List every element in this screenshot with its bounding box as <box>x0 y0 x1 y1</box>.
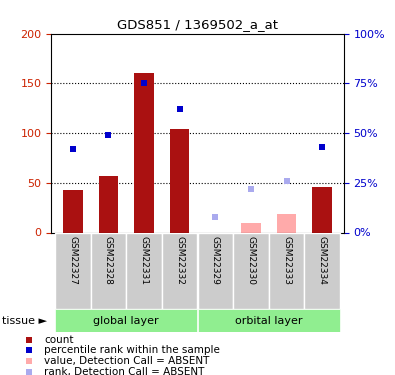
Text: GSM22327: GSM22327 <box>68 236 77 285</box>
Text: rank, Detection Call = ABSENT: rank, Detection Call = ABSENT <box>44 367 205 375</box>
Bar <box>162 232 198 309</box>
Text: global layer: global layer <box>93 316 159 326</box>
Bar <box>90 232 126 309</box>
Text: tissue ►: tissue ► <box>2 316 47 326</box>
Bar <box>134 72 154 232</box>
Text: orbital layer: orbital layer <box>235 316 303 326</box>
Bar <box>241 223 261 232</box>
Bar <box>233 232 269 309</box>
Bar <box>99 176 118 232</box>
Bar <box>126 232 162 309</box>
Text: GSM22333: GSM22333 <box>282 236 291 285</box>
Title: GDS851 / 1369502_a_at: GDS851 / 1369502_a_at <box>117 18 278 31</box>
Bar <box>63 190 83 232</box>
Text: GSM22334: GSM22334 <box>318 236 327 285</box>
Bar <box>305 232 340 309</box>
Bar <box>55 309 198 332</box>
Bar <box>277 214 296 232</box>
Bar <box>312 187 332 232</box>
Text: GSM22328: GSM22328 <box>104 236 113 285</box>
Bar <box>269 232 305 309</box>
Text: GSM22329: GSM22329 <box>211 236 220 285</box>
Text: value, Detection Call = ABSENT: value, Detection Call = ABSENT <box>44 356 209 366</box>
Text: GSM22332: GSM22332 <box>175 236 184 285</box>
Bar <box>198 232 233 309</box>
Bar <box>55 232 90 309</box>
Bar <box>198 309 340 332</box>
Text: GSM22331: GSM22331 <box>139 236 149 285</box>
Bar <box>170 129 190 232</box>
Text: count: count <box>44 334 73 345</box>
Text: percentile rank within the sample: percentile rank within the sample <box>44 345 220 355</box>
Text: GSM22330: GSM22330 <box>246 236 256 285</box>
